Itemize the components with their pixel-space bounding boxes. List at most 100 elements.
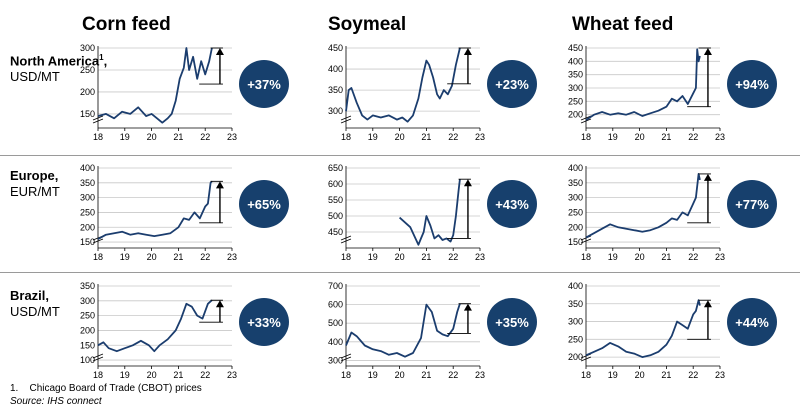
series-line xyxy=(97,180,213,240)
y-tick-label: 350 xyxy=(80,178,95,188)
y-tick-label: 650 xyxy=(328,163,343,173)
y-tick-label: 300 xyxy=(568,317,583,327)
y-tick-label: 250 xyxy=(568,334,583,344)
change-badge: +77% xyxy=(727,180,777,228)
axis-break-mark xyxy=(580,115,592,124)
y-tick-label: 100 xyxy=(80,355,95,365)
x-tick-label: 19 xyxy=(368,132,378,142)
chart-br-soymeal: 300 400 500 600 700 18 19 20 21 22 23 +35% xyxy=(328,281,537,380)
x-tick-label: 22 xyxy=(688,370,698,380)
y-tick-label: 600 xyxy=(328,179,343,189)
y-tick-label: 250 xyxy=(80,207,95,217)
change-arrow-head xyxy=(463,303,472,311)
change-percent-label: +77% xyxy=(735,197,769,212)
row-unit: USD/MT xyxy=(10,69,60,85)
x-tick-label: 19 xyxy=(608,370,618,380)
x-tick-label: 22 xyxy=(448,252,458,262)
y-tick-label: 550 xyxy=(328,195,343,205)
column-title-wheat-feed: Wheat feed xyxy=(572,14,674,35)
x-tick-label: 19 xyxy=(608,132,618,142)
row-unit: USD/MT xyxy=(10,304,60,319)
badge-circle xyxy=(727,298,777,346)
y-tick-label: 300 xyxy=(80,296,95,306)
x-tick-label: 18 xyxy=(341,132,351,142)
chart-na-soymeal: 300 350 400 450 18 19 20 21 22 23 +23% xyxy=(328,43,537,142)
row-name: North America xyxy=(10,53,100,69)
chart-br-corn-feed: 100 150 200 250 300 350 18 19 20 21 22 23 +33% xyxy=(80,281,289,380)
change-badge: +33% xyxy=(239,298,289,346)
x-tick-label: 18 xyxy=(93,132,103,142)
chart-eu-wheat-feed: 150 200 250 300 350 400 18 19 20 21 22 23 +77% xyxy=(568,163,777,262)
series-line xyxy=(585,48,701,121)
change-percent-label: +44% xyxy=(735,315,769,330)
y-tick-label: 700 xyxy=(328,281,343,291)
chart-eu-corn-feed: 150 200 250 300 350 400 18 19 20 21 22 23 +65% xyxy=(80,163,289,262)
y-tick-label: 200 xyxy=(568,352,583,362)
row-label-europe: Europe, EUR/MT xyxy=(10,168,60,200)
change-arrow-head xyxy=(703,48,712,55)
y-tick-label: 200 xyxy=(80,87,95,97)
x-tick-label: 19 xyxy=(368,252,378,262)
x-tick-label: 21 xyxy=(661,132,671,142)
x-tick-label: 19 xyxy=(608,252,618,262)
y-tick-label: 450 xyxy=(328,43,343,53)
y-tick-label: 400 xyxy=(328,64,343,74)
y-tick-label: 500 xyxy=(328,318,343,328)
footnote-number: 1. xyxy=(10,383,19,394)
badge-circle xyxy=(239,60,289,108)
x-tick-label: 22 xyxy=(200,370,210,380)
x-tick-label: 23 xyxy=(715,370,725,380)
change-percent-label: +33% xyxy=(247,315,281,330)
change-badge: +44% xyxy=(727,298,777,346)
change-arrow-head xyxy=(463,48,472,55)
change-arrow-head xyxy=(463,179,472,187)
x-tick-label: 21 xyxy=(421,132,431,142)
y-tick-label: 500 xyxy=(328,211,343,221)
change-arrow-head xyxy=(215,48,224,55)
x-tick-label: 23 xyxy=(715,252,725,262)
y-tick-label: 450 xyxy=(328,227,343,237)
x-tick-label: 23 xyxy=(475,252,485,262)
y-tick-label: 450 xyxy=(568,43,583,53)
chart-eu-soymeal: 450 500 550 600 650 18 19 20 21 22 23 +43% xyxy=(328,163,537,262)
x-tick-label: 19 xyxy=(120,252,130,262)
x-tick-label: 21 xyxy=(421,370,431,380)
row-name: Europe xyxy=(10,168,55,183)
y-tick-label: 300 xyxy=(328,106,343,116)
x-tick-label: 23 xyxy=(227,370,237,380)
y-tick-label: 300 xyxy=(80,43,95,53)
row-name: Brazil xyxy=(10,288,46,303)
series-line xyxy=(398,179,461,246)
column-title-corn-feed: Corn feed xyxy=(82,14,171,35)
y-tick-label: 150 xyxy=(568,237,583,247)
x-tick-label: 19 xyxy=(120,132,130,142)
y-tick-label: 400 xyxy=(568,56,583,66)
badge-circle xyxy=(487,298,537,346)
series-line xyxy=(345,303,461,358)
y-tick-label: 400 xyxy=(80,163,95,173)
change-percent-label: +65% xyxy=(247,197,281,212)
x-tick-label: 18 xyxy=(341,370,351,380)
y-tick-label: 250 xyxy=(80,65,95,75)
x-tick-label: 20 xyxy=(635,132,645,142)
badge-circle xyxy=(727,60,777,108)
y-tick-label: 300 xyxy=(80,193,95,203)
y-tick-label: 150 xyxy=(80,109,95,119)
x-tick-label: 23 xyxy=(475,132,485,142)
x-tick-label: 21 xyxy=(173,252,183,262)
row-separator: , xyxy=(45,288,50,303)
x-tick-label: 18 xyxy=(581,132,591,142)
axis-break-mark xyxy=(92,115,104,124)
y-tick-label: 350 xyxy=(568,178,583,188)
y-tick-label: 150 xyxy=(80,340,95,350)
y-tick-label: 400 xyxy=(568,281,583,291)
change-percent-label: +94% xyxy=(735,77,769,92)
badge-circle xyxy=(727,180,777,228)
source-note: Source: IHS connect xyxy=(10,396,102,407)
footnote-text: Chicago Board of Trade (CBOT) prices xyxy=(29,383,202,394)
y-tick-label: 350 xyxy=(568,299,583,309)
axis-break-mark xyxy=(92,353,104,362)
y-tick-label: 350 xyxy=(328,85,343,95)
chart-na-corn-feed: 150 200 250 300 18 19 20 21 22 23 +37% xyxy=(80,43,289,142)
x-tick-label: 22 xyxy=(688,252,698,262)
